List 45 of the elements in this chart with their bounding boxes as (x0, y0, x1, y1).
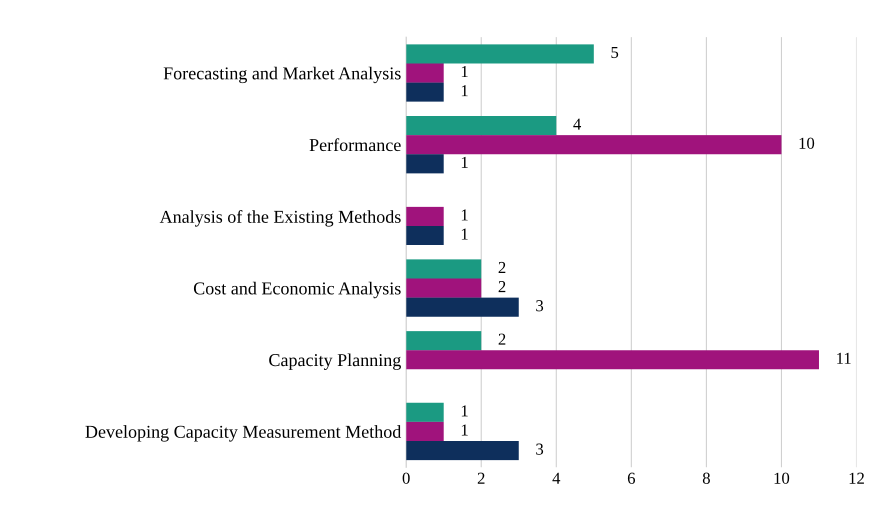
bar (406, 298, 519, 317)
data-label: 2 (498, 334, 506, 345)
bar (406, 440, 519, 460)
bar (406, 278, 482, 298)
bar (406, 331, 482, 350)
bar (406, 259, 482, 279)
x-tick-label: 8 (702, 472, 710, 484)
bar (406, 226, 444, 246)
data-label: 1 (462, 228, 468, 240)
bar (406, 135, 782, 154)
data-label: 1 (462, 156, 468, 168)
bar (406, 350, 819, 370)
data-label: 11 (837, 352, 851, 364)
data-label: 1 (462, 405, 468, 416)
data-label: 2 (498, 262, 506, 273)
x-tick-label: 0 (402, 472, 410, 484)
data-label: 4 (573, 118, 582, 130)
x-tick-label: 2 (478, 472, 484, 484)
y-tick-label: Cost and Economic Analysis (194, 282, 401, 298)
data-label: 3 (536, 444, 544, 455)
data-label: 1 (462, 66, 468, 78)
data-label: 1 (462, 85, 468, 96)
data-label: 10 (800, 138, 814, 149)
bar (406, 116, 556, 136)
x-tick-label: 12 (850, 472, 864, 484)
data-label: 3 (536, 300, 544, 312)
bar (406, 154, 444, 174)
bar (406, 422, 444, 441)
data-label: 1 (462, 209, 468, 220)
y-tick-label: Performance (310, 138, 401, 152)
bar (406, 63, 444, 83)
bar (406, 206, 444, 226)
bar (406, 44, 594, 64)
y-tick-label: Analysis of the Existing Methods (160, 210, 401, 227)
y-tick-label: Developing Capacity Measurement Method (85, 425, 402, 442)
data-label: 1 (462, 424, 468, 436)
y-tick-label: Forecasting and Market Analysis (164, 66, 401, 84)
x-tick-label: 6 (628, 472, 636, 484)
x-tick-label: 10 (774, 472, 790, 484)
data-label: 2 (498, 281, 506, 292)
x-tick-label: 4 (552, 472, 560, 484)
data-label: 5 (611, 46, 618, 58)
bar (406, 402, 444, 422)
bar (406, 82, 444, 102)
y-tick-label: Capacity Planning (269, 353, 401, 370)
